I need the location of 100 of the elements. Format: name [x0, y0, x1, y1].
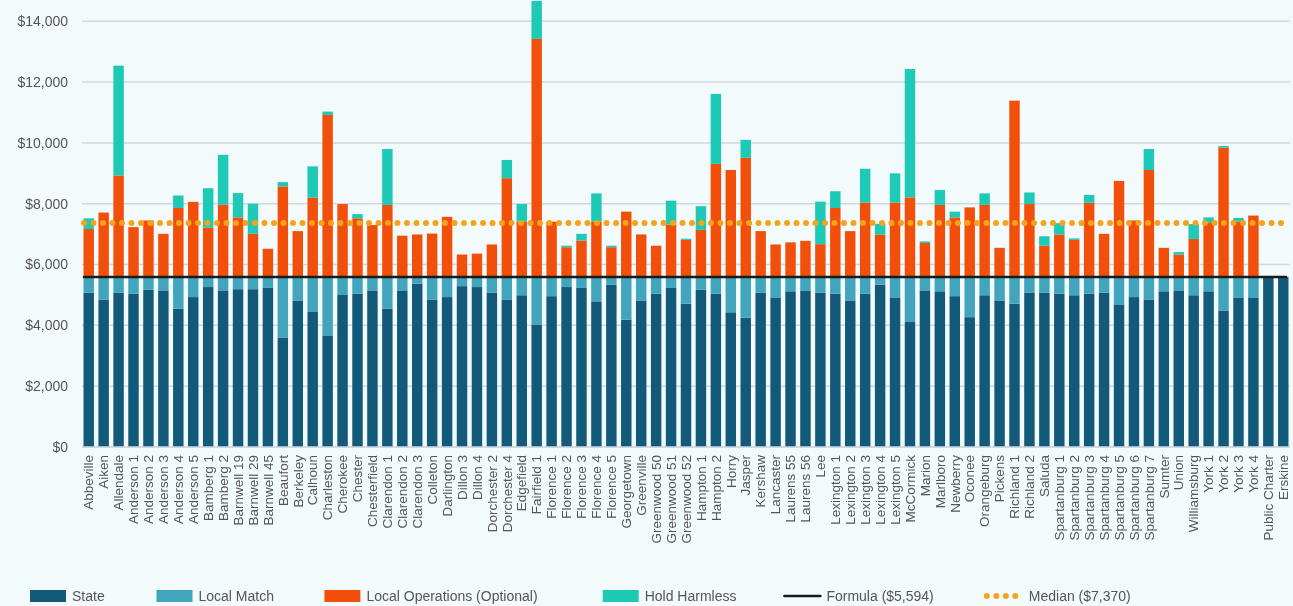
bar: [501, 299, 513, 447]
x-tick-label: Spartanburg 1: [1052, 455, 1068, 541]
bar: [1083, 194, 1095, 203]
bar: [501, 277, 513, 300]
bar: [770, 277, 781, 298]
bar: [755, 277, 766, 293]
bar: [1218, 147, 1229, 278]
bar: [382, 204, 393, 278]
bar: [232, 217, 244, 278]
bar: [202, 188, 214, 228]
bar: [217, 290, 229, 447]
bar: [1039, 236, 1050, 246]
bar: [845, 277, 856, 301]
bar: [650, 293, 662, 447]
x-tick-label: Richland 2: [1022, 455, 1038, 519]
bar: [874, 234, 886, 278]
bar: [173, 207, 184, 278]
bar: [441, 297, 453, 447]
bar: [695, 289, 707, 447]
bar: [859, 168, 871, 203]
bar: [874, 284, 886, 447]
bar: [1054, 234, 1065, 278]
bar: [1143, 149, 1155, 170]
x-tick-label: Erskine: [1276, 455, 1292, 501]
bar: [1128, 297, 1140, 447]
bar: [845, 300, 856, 447]
bar: [591, 221, 602, 278]
x-tick-label: Barnwell 45: [260, 455, 276, 526]
bar: [710, 163, 722, 278]
x-tick-label: Clarendon 3: [409, 455, 425, 529]
bar: [680, 239, 692, 278]
x-tick-label: Anderson 5: [185, 455, 201, 525]
bar: [1158, 291, 1170, 447]
bar: [1173, 252, 1184, 255]
bar: [397, 235, 408, 278]
bar: [173, 195, 184, 208]
bar: [576, 233, 587, 241]
x-tick-label: Marlboro: [932, 455, 948, 509]
x-tick-label: Lancaster: [768, 454, 784, 515]
x-tick-label: Spartanburg 5: [1111, 455, 1127, 541]
x-tick-label: Marion: [917, 455, 933, 497]
bar: [740, 277, 751, 318]
bar: [173, 308, 184, 447]
bar: [382, 277, 393, 309]
bar: [128, 227, 139, 278]
bar: [1278, 277, 1289, 447]
bar: [158, 277, 169, 291]
bar: [352, 218, 363, 278]
bar: [576, 240, 587, 278]
x-tick-label: Anderson 2: [141, 455, 157, 525]
bar: [531, 324, 542, 447]
x-tick-label: Greenville: [633, 455, 649, 516]
x-tick-label: Florence 4: [589, 454, 605, 519]
bar: [785, 277, 796, 292]
bar: [1083, 293, 1095, 447]
legend-label: State: [72, 588, 105, 604]
x-tick-label: Chester: [350, 454, 366, 503]
x-tick-label: Florence 5: [604, 455, 620, 519]
bar: [113, 292, 124, 447]
bar: [143, 277, 154, 290]
bar: [979, 277, 990, 296]
y-tick-label: $12,000: [17, 74, 69, 90]
bar: [232, 289, 244, 447]
x-tick-label: Cherokee: [335, 455, 351, 514]
bar: [486, 244, 498, 278]
bar: [426, 277, 438, 300]
x-tick-label: Spartanburg 7: [1141, 455, 1157, 541]
y-tick-label: $10,000: [17, 134, 69, 151]
bar: [98, 277, 109, 300]
bar: [1098, 233, 1110, 278]
bar: [606, 284, 617, 447]
bar: [576, 277, 587, 288]
bar: [516, 204, 527, 222]
bar: [158, 290, 169, 447]
x-tick-label: Laurens 55: [783, 455, 799, 523]
bar: [606, 247, 617, 278]
bar: [426, 233, 438, 278]
bar: [904, 322, 916, 447]
bar: [277, 277, 289, 338]
x-tick-label: Clarendon 2: [395, 455, 411, 529]
bar: [456, 286, 468, 447]
bar: [217, 154, 229, 205]
bar: [934, 291, 946, 447]
bar: [128, 277, 139, 294]
bar: [1113, 304, 1125, 447]
bar: [1203, 291, 1214, 447]
bar: [859, 293, 871, 447]
bar: [621, 319, 632, 447]
bar: [113, 65, 124, 176]
bar: [695, 277, 707, 290]
x-tick-label: Bamberg 1: [200, 455, 216, 522]
bar: [1188, 277, 1199, 296]
bar: [322, 335, 333, 447]
bar: [1039, 292, 1050, 447]
bar: [1039, 277, 1050, 293]
bar: [635, 234, 647, 278]
y-tick-label: $2,000: [25, 378, 69, 395]
bar: [755, 292, 766, 447]
x-tick-label: Kershaw: [753, 454, 769, 508]
x-tick-label: Greenwood 51: [663, 455, 679, 544]
